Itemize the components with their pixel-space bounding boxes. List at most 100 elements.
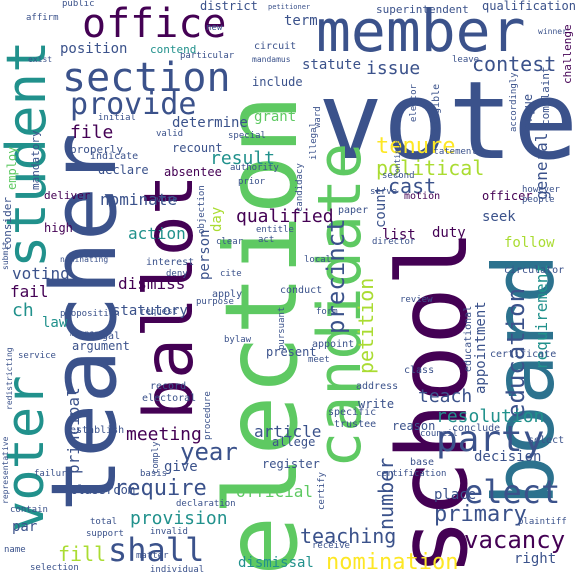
word-entitle: entitle [256, 225, 294, 235]
word-place: place [434, 487, 477, 503]
word-duty: duty [432, 225, 466, 241]
word-petitioner: petitioner [268, 3, 311, 11]
word-special: special [228, 131, 266, 141]
word-redistricting: redistricting [5, 347, 14, 410]
word-article: article [254, 422, 322, 441]
word-people: people [522, 195, 555, 205]
word-classroom: classroom [70, 483, 136, 497]
word-apply: apply [212, 289, 243, 300]
word-support: support [86, 529, 124, 539]
word-class: class [404, 365, 435, 376]
word-require: require [114, 476, 207, 501]
word-list: list [382, 227, 416, 243]
word-par: par [12, 519, 38, 535]
word-educational: educational [463, 305, 474, 372]
word-conclude: conclude [452, 423, 501, 434]
word-cite: cite [220, 269, 242, 279]
word-initial: initial [98, 113, 136, 123]
word-resolution: resolution [436, 406, 545, 427]
word-form: form [316, 307, 338, 317]
word-director: director [372, 237, 416, 247]
word-fill: fill [58, 542, 107, 566]
word-reason: reason [392, 419, 436, 433]
word-base: base [410, 457, 435, 468]
word-section: section [62, 55, 231, 101]
word-however: however [522, 185, 560, 195]
word-clear: clear [216, 237, 244, 247]
word-absentee: absentee [164, 165, 222, 179]
word-right: right [514, 551, 557, 567]
word-nominate: nominate [100, 190, 178, 209]
word-mandamus: mandamus [252, 55, 291, 64]
word-provide: provide [70, 87, 197, 122]
word-ward: ward [313, 106, 323, 128]
word-official: official [236, 482, 314, 501]
word-conduct: conduct [280, 285, 323, 296]
word-legal: legal [90, 331, 121, 342]
word-law: law [42, 315, 68, 331]
word-give: give [164, 459, 198, 475]
word-certify: certify [317, 472, 327, 510]
word-valid: valid [156, 129, 184, 139]
word-vacancy: vacancy [464, 526, 566, 554]
word-properly: properly [70, 143, 123, 156]
word-day: day [209, 206, 225, 232]
word-public: public [62, 0, 95, 9]
word-serve: serve [370, 187, 398, 197]
word-cast: cast [388, 174, 437, 198]
word-provision: provision [130, 508, 228, 529]
word-seek: seek [482, 209, 516, 225]
word-position: position [60, 41, 128, 57]
word-determine: determine [172, 115, 248, 131]
word-statutory: statutory [112, 303, 188, 319]
word-review: review [400, 295, 433, 305]
word-continued: continued [393, 134, 402, 178]
word-issue: issue [366, 58, 421, 79]
word-contain: contain [10, 505, 48, 515]
word-write: write [358, 397, 395, 411]
word-purpose: purpose [196, 297, 234, 307]
word-council: council [420, 429, 458, 439]
word-candidacy: candidacy [295, 163, 305, 212]
word-vote-small: vote [156, 195, 178, 205]
word-circulator: circulator [504, 265, 565, 276]
word-new: new [206, 23, 223, 33]
word-tenure: tenure [376, 134, 456, 159]
word-person: person [197, 229, 213, 280]
word-leave: leave [452, 55, 480, 65]
word-total: total [90, 517, 118, 527]
word-political: political [376, 156, 485, 180]
word-term: term [284, 13, 318, 29]
word-declaration: declaration [176, 499, 236, 509]
word-receive: receive [312, 541, 350, 551]
word-dismiss: dismiss [118, 274, 186, 293]
word-include: include [252, 75, 303, 89]
word-comply: comply [151, 441, 161, 474]
word-proposition: proposition [60, 309, 120, 319]
word-officer: officer [482, 189, 533, 203]
word-result: result [210, 148, 276, 169]
word-register: register [262, 457, 320, 471]
word-establish: establish [70, 425, 125, 436]
word-teach: teach [418, 386, 473, 407]
word-invalid: invalid [150, 527, 188, 537]
word-objection: objection [197, 185, 207, 234]
word-prior: prior [238, 177, 266, 187]
word-mandatory: mandatory [29, 130, 42, 190]
word-follow: follow [504, 235, 555, 251]
word-accordingly: accordingly [509, 72, 519, 132]
word-affirm: affirm [26, 13, 59, 23]
word-individual: individual [150, 565, 205, 575]
word-party: party [436, 419, 545, 460]
word-name: name [4, 545, 26, 555]
word-manner: manner [70, 329, 99, 338]
word-exist: exist [28, 55, 53, 64]
word-superintendent: superintendent [376, 3, 469, 16]
word-submit: submit [1, 241, 10, 270]
word-district: district [200, 0, 258, 13]
word-petition: petition [354, 277, 378, 374]
word-meeting: meeting [126, 424, 202, 445]
word-local: local [304, 255, 332, 265]
word-interest: interest [146, 257, 195, 268]
